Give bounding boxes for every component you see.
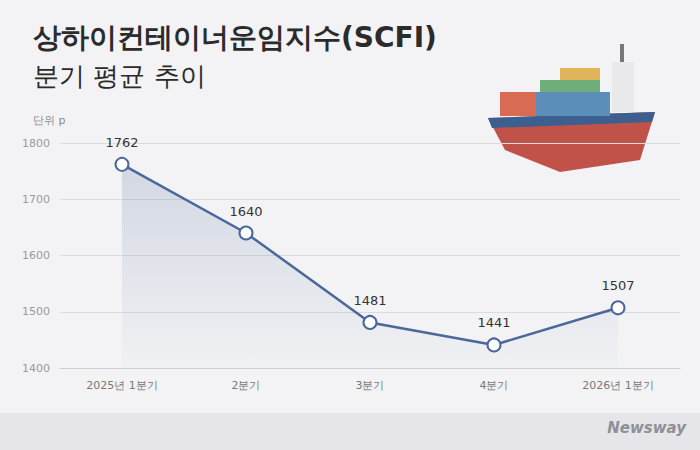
svg-text:3분기: 3분기	[356, 379, 385, 392]
svg-text:1762: 1762	[105, 135, 138, 150]
svg-text:2026년 1분기: 2026년 1분기	[582, 379, 654, 392]
svg-text:1481: 1481	[353, 293, 386, 308]
svg-text:1400: 1400	[22, 362, 50, 375]
svg-text:1500: 1500	[22, 305, 50, 318]
svg-text:1507: 1507	[601, 278, 634, 293]
svg-text:1441: 1441	[477, 315, 510, 330]
svg-text:4분기: 4분기	[480, 379, 509, 392]
svg-text:Newsway: Newsway	[607, 419, 687, 437]
svg-text:1600: 1600	[22, 249, 50, 262]
svg-text:분기 평균 추이: 분기 평균 추이	[33, 61, 206, 91]
svg-text:1640: 1640	[229, 204, 262, 219]
svg-text:1800: 1800	[22, 137, 50, 150]
svg-text:1700: 1700	[22, 193, 50, 206]
svg-text:단위 p: 단위 p	[33, 114, 65, 127]
svg-text:상하이컨테이너운임지수(SCFI): 상하이컨테이너운임지수(SCFI)	[33, 21, 437, 54]
svg-text:2025년 1분기: 2025년 1분기	[86, 379, 158, 392]
svg-text:2분기: 2분기	[232, 379, 261, 392]
